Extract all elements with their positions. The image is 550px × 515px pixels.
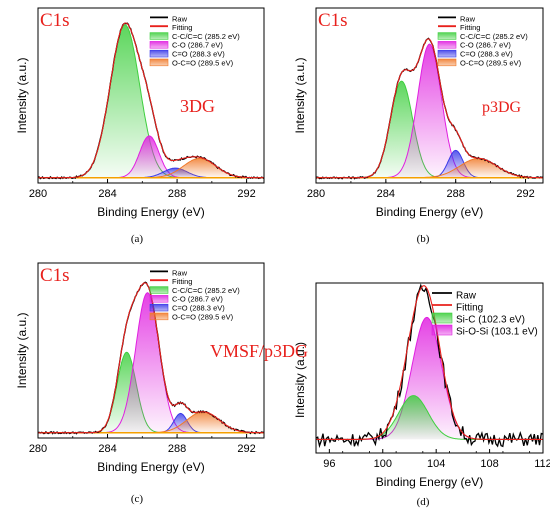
legend-swatch-fill [437,32,457,40]
plot-area [316,283,543,449]
legend-swatch-fill [149,312,169,321]
legend-label: Fitting [456,303,483,314]
legend-swatch-fill [149,41,169,49]
legend-label: Si-C (102.3 eV) [456,315,525,326]
x-tick-label: 292 [237,443,255,455]
peak-fill-si-o-si [316,317,543,440]
legend-label: Raw [172,14,188,23]
peak-fill-si-c [316,395,543,440]
x-tick-label: 292 [516,188,534,200]
panel-caption: (b) [417,233,430,245]
legend-swatch-fill [149,295,169,303]
element-tag: C1s [40,265,70,286]
panel-c: 280 284 288 292 Binding Energy (eV) Intensity… [15,262,308,505]
legend-label: O-C=O (289.5 eV) [172,312,234,321]
panel-caption: (a) [131,233,144,245]
panel-caption: (c) [131,493,144,505]
x-tick-label: 280 [29,443,47,455]
legend-label: Raw [172,268,188,277]
legend-label: Raw [456,291,477,302]
x-tick-label: 288 [168,443,186,455]
legend-swatch-fill [149,286,169,294]
x-tick-label: 112 [534,458,550,470]
legend-swatch-fill [149,303,169,312]
peak-fill-c-o [316,44,543,178]
y-axis-label: Intensity (a.u.) [293,342,307,418]
axes-frame [37,262,265,439]
x-tick-label: 108 [480,458,498,470]
legend-swatch-fill [437,58,457,67]
y-axis-label: Intensity (a.u.) [15,312,29,388]
y-axis-label: Intensity (a.u.) [15,57,29,133]
legend-swatch-fill [431,312,453,324]
legend-label: C=O (288.3 eV) [172,304,225,313]
legend-swatch-fill [149,49,169,58]
plot-area [38,22,264,180]
peak-fill-o-c-o [38,411,264,433]
element-tag: C1s [318,10,348,31]
y-axis-label: Intensity (a.u.) [293,57,307,133]
raw-series [316,283,543,449]
x-tick-label: 292 [237,188,255,200]
peak-fill-c-o [38,292,264,433]
x-tick-label: 284 [98,188,116,200]
legend-label: Si-O-Si (103.1 eV) [456,327,538,338]
legend-label: Fitting [460,23,480,32]
panel-d: 96 100 104 108 112 Binding Energy (eV) Intensi… [293,282,550,508]
sample-label: p3DG [482,99,522,116]
legend-swatch-fill [149,58,169,67]
element-tag: C1s [40,10,70,31]
legend-swatch-fill [149,32,169,40]
x-tick-label: 288 [168,188,186,200]
x-tick-label: 284 [98,443,116,455]
peak-fill-o-c-o [316,158,543,178]
x-axis-label: Binding Energy (eV) [376,205,483,219]
legend-swatch-fill [431,324,453,336]
x-axis-label: Binding Energy (eV) [97,460,204,474]
legend-label: Raw [460,14,476,23]
fitting-series [316,285,543,440]
sample-label: 3DG [180,96,215,116]
x-tick-label: 284 [377,188,395,200]
legend-label: C-O (286.7 eV) [172,41,223,50]
fitting-series [316,38,543,179]
legend-label: C-O (286.7 eV) [460,41,511,50]
legend-label: C-C/C=C (285.2 eV) [172,286,240,295]
x-tick-label: 280 [307,188,325,200]
legend-label: Fitting [172,277,192,286]
fitting-series [38,22,264,179]
legend-swatch-fill [437,41,457,49]
panel-a: 280 284 288 292 Binding Energy (eV) Intensity… [15,7,265,245]
x-tick-label: 288 [447,188,465,200]
peak-fill-o-c-o [38,158,264,178]
panel-caption: (d) [417,496,430,508]
axes-frame [37,7,265,184]
legend-label: O-C=O (289.5 eV) [172,58,234,67]
legend-label: C-C/C=C (285.2 eV) [460,32,528,41]
x-tick-label: 104 [427,458,445,470]
x-tick-label: 280 [29,188,47,200]
legend-label: O-C=O (289.5 eV) [460,58,522,67]
peak-fill-c-o [38,135,264,178]
axes-frame [315,282,544,454]
x-tick-label: 96 [323,458,335,470]
sample-label: VMSF/p3DG [210,341,308,361]
x-axis-label: Binding Energy (eV) [97,205,204,219]
legend-label: C-O (286.7 eV) [172,295,223,304]
legend-label: C=O (288.3 eV) [172,50,225,59]
legend-swatch-fill [437,49,457,58]
legend-label: C-C/C=C (285.2 eV) [172,32,240,41]
plot-area [316,37,543,180]
legend-label: Fitting [172,23,192,32]
x-tick-label: 100 [374,458,392,470]
panel-b: 280 284 288 292 Binding Energy (eV) Intensity… [293,7,544,245]
axes-frame [315,7,544,184]
legend-label: C=O (288.3 eV) [460,50,513,59]
x-axis-label: Binding Energy (eV) [376,475,483,489]
